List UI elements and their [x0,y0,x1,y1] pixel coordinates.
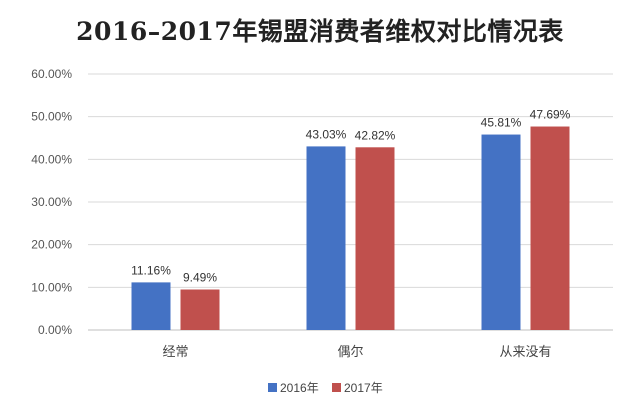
data-label: 47.69% [530,108,571,122]
bar [180,289,220,330]
y-tick-label: 20.00% [31,238,72,252]
y-tick-label: 50.00% [31,110,72,124]
y-tick-label: 30.00% [31,195,72,209]
grid-lines [88,73,613,331]
x-category-label: 偶尔 [337,344,363,359]
legend: 2016年 2017年 [268,381,383,395]
legend-label: 2016年 [280,381,319,395]
chart-title: 2016–2017年锡盟消费者维权对比情况表 [76,17,564,46]
data-label: 45.81% [481,116,522,130]
y-tick-label: 0.00% [38,323,72,337]
bar [481,134,521,330]
y-tick-label: 10.00% [31,280,72,294]
y-tick-label: 40.00% [31,152,72,166]
data-label: 9.49% [183,271,217,285]
x-category-label: 经常 [162,344,188,359]
legend-label: 2017年 [344,381,383,395]
data-label: 42.82% [355,128,396,142]
x-axis-categories: 经常 偶尔 从来没有 [162,344,551,359]
bar [131,282,171,330]
data-label: 43.03% [306,127,347,141]
bar [306,146,346,330]
y-tick-label: 60.00% [31,67,72,81]
bar [530,126,570,330]
legend-swatch [332,383,341,392]
bars [131,126,570,330]
data-label: 11.16% [131,263,171,277]
bar [355,147,395,330]
data-labels: 11.16% 9.49% 43.03% 42.82% 45.81% 47.69% [131,108,571,285]
y-axis-ticks: 0.00% 10.00% 20.00% 30.00% 40.00% 50.00% 60.00… [31,67,72,337]
legend-swatch [268,383,277,392]
x-category-label: 从来没有 [499,344,551,359]
